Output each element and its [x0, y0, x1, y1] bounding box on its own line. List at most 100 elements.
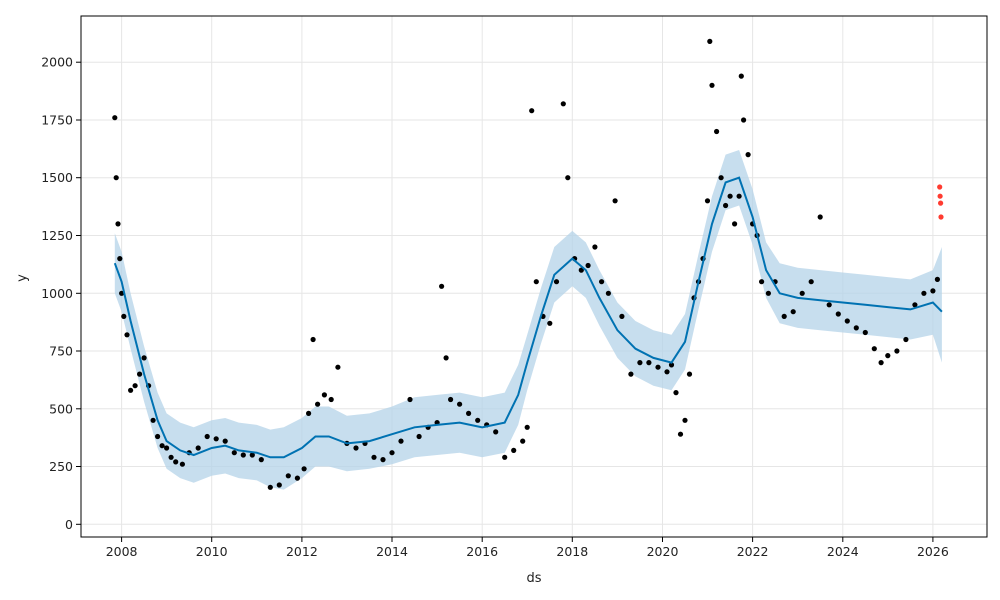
observed-point	[240, 452, 246, 458]
y-axis-label: y	[15, 274, 30, 282]
latest-points	[937, 184, 944, 220]
y-tick-label: 2000	[41, 55, 73, 70]
observed-point	[335, 364, 341, 370]
observed-point	[741, 117, 747, 123]
observed-point	[448, 396, 454, 403]
observed-point	[736, 193, 742, 199]
observed-point	[578, 267, 584, 273]
latest-point	[937, 184, 943, 190]
observed-point	[258, 457, 264, 463]
observed-point	[137, 371, 143, 377]
observed-point	[646, 360, 652, 366]
observed-point	[732, 221, 738, 227]
y-tick-label: 1000	[41, 286, 73, 301]
observed-point	[853, 325, 859, 331]
observed-point	[903, 336, 909, 343]
observed-point	[533, 279, 539, 285]
observed-point	[164, 445, 170, 451]
observed-point	[709, 82, 715, 88]
x-tick-label: 2014	[376, 544, 408, 559]
x-tick-label: 2010	[196, 544, 228, 559]
observed-point	[934, 276, 941, 282]
observed-point	[704, 198, 711, 204]
y-tick-label: 750	[49, 344, 73, 359]
y-tick-label: 0	[65, 517, 73, 532]
observed-point	[673, 390, 679, 396]
observed-point	[113, 175, 119, 181]
observed-point	[389, 450, 395, 456]
observed-point	[930, 288, 936, 294]
observed-point	[306, 410, 312, 416]
latest-point	[938, 214, 944, 220]
observed-point	[443, 355, 449, 361]
observed-point	[328, 396, 334, 403]
observed-point	[294, 475, 300, 481]
x-tick-label: 2012	[286, 544, 318, 559]
observed-point	[117, 256, 123, 262]
y-tick-label: 1500	[41, 170, 73, 185]
observed-point	[560, 101, 566, 107]
y-axis: 0 250 500 750 1000 1250 1500 1750 2000	[41, 55, 81, 532]
observed-point	[179, 461, 185, 467]
y-tick-label: 250	[49, 459, 73, 474]
observed-point	[285, 473, 291, 479]
x-axis-label: ds	[526, 571, 541, 586]
observed-point	[835, 311, 841, 317]
observed-point	[565, 175, 571, 181]
x-axis: 2008 2010 2012 2014 2016 2018 2020 2022 2024 2026	[106, 537, 949, 559]
observed-point	[714, 128, 720, 135]
x-tick-label: 2016	[466, 544, 498, 559]
observed-point	[723, 202, 729, 209]
observed-point	[407, 396, 413, 403]
observed-point	[128, 387, 134, 393]
observed-point	[371, 454, 377, 460]
observed-point	[759, 279, 765, 285]
observed-point	[745, 152, 751, 158]
observed-point	[738, 73, 744, 79]
observed-point	[871, 346, 877, 352]
observed-point	[353, 445, 359, 451]
observed-point	[619, 313, 625, 319]
observed-point	[195, 445, 201, 451]
x-tick-label: 2018	[556, 544, 588, 559]
observed-point	[599, 279, 605, 285]
observed-point	[168, 454, 174, 460]
observed-point	[231, 450, 237, 456]
observed-point	[592, 244, 598, 250]
observed-point	[439, 283, 445, 289]
observed-point	[878, 360, 884, 366]
observed-point	[894, 348, 900, 354]
observed-point	[121, 313, 127, 319]
x-tick-label: 2022	[737, 544, 769, 559]
observed-point	[524, 424, 530, 430]
observed-point	[553, 279, 560, 285]
observed-point	[808, 279, 814, 285]
observed-point	[547, 320, 553, 326]
observed-point	[132, 383, 138, 389]
plot-frame	[80, 15, 988, 538]
observed-point	[585, 262, 591, 269]
observed-point	[119, 290, 125, 296]
observed-point	[707, 38, 713, 45]
observed-point	[605, 290, 612, 296]
observed-point	[301, 466, 307, 472]
observed-point	[686, 371, 693, 377]
observed-point	[921, 290, 927, 296]
observed-point	[628, 371, 634, 377]
x-tick-label: 2024	[827, 544, 859, 559]
observed-point	[124, 332, 130, 338]
observed-point	[222, 438, 228, 444]
y-tick-label: 1250	[41, 228, 73, 243]
observed-point	[677, 431, 684, 437]
observed-point	[765, 290, 772, 296]
observed-point	[727, 193, 733, 199]
observed-point	[862, 329, 868, 336]
observed-point	[267, 484, 273, 490]
observed-point	[141, 355, 147, 361]
observed-point	[493, 429, 499, 435]
observed-point	[511, 447, 517, 453]
observed-point	[885, 353, 891, 359]
observed-point	[502, 454, 508, 460]
observed-point	[155, 433, 161, 440]
